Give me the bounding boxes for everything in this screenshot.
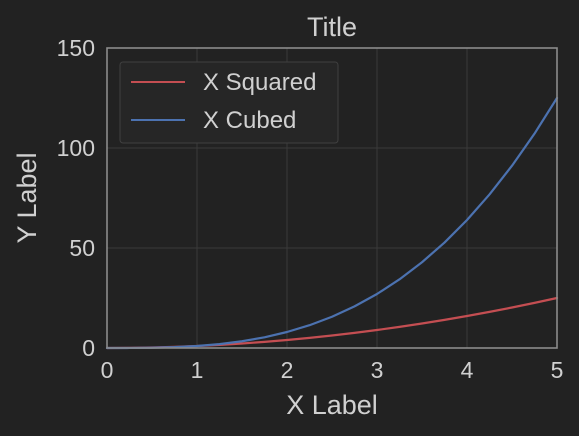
x-tick-label: 4 (461, 357, 474, 383)
legend-label-x-squared: X Squared (203, 69, 316, 96)
y-tick-label: 100 (57, 135, 95, 161)
x-axis-label: X Label (286, 390, 378, 420)
y-tick-label: 150 (57, 35, 95, 61)
series-line-x-cubed (105, 96, 559, 350)
legend: X Squared X Cubed (119, 61, 339, 144)
y-tick-labels: 0 50 100 150 (57, 35, 95, 361)
x-tick-label: 0 (101, 357, 114, 383)
chart-title: Title (307, 12, 357, 42)
y-axis-label: Y Label (12, 152, 42, 243)
y-tick-label: 50 (69, 235, 95, 261)
y-tick-label: 0 (82, 335, 95, 361)
series-lines (105, 96, 559, 350)
plot-frame (106, 47, 558, 349)
legend-label-x-cubed: X Cubed (203, 107, 296, 134)
x-tick-label: 5 (551, 357, 564, 383)
x-tick-label: 2 (281, 357, 294, 383)
x-tick-labels: 0 1 2 3 4 5 (101, 357, 564, 383)
x-tick-label: 1 (191, 357, 204, 383)
x-tick-label: 3 (371, 357, 384, 383)
